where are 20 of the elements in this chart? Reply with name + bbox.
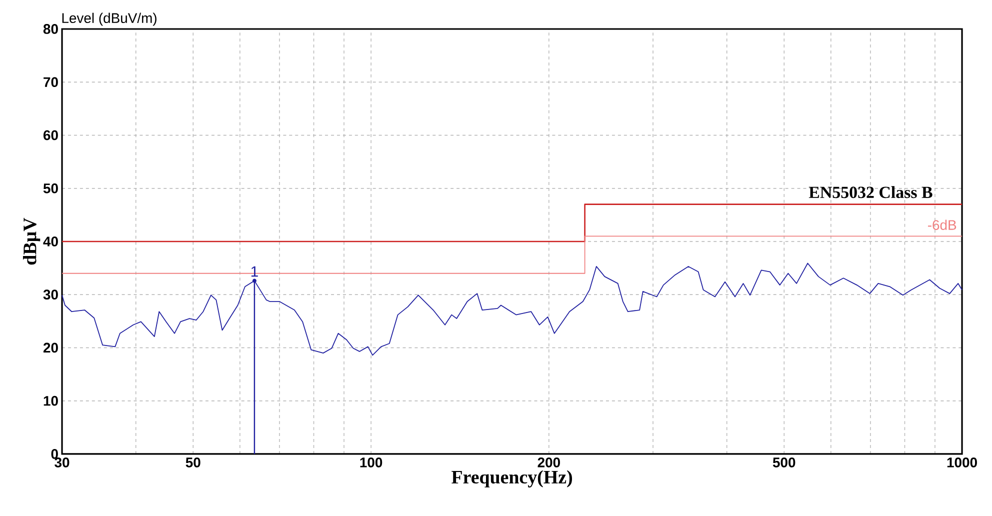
x-tick-label: 30 (54, 457, 70, 468)
y-tick-label: 20 (43, 342, 58, 353)
x-tick-label: 100 (360, 457, 382, 468)
x-tick-label: 200 (538, 457, 560, 468)
y-tick-label: 0 (51, 449, 58, 459)
x-axis-title: Frequency(Hz) (452, 470, 572, 488)
y-tick-label: 80 (43, 24, 58, 34)
x-tick-label: 50 (186, 457, 200, 468)
y-tick-label: 30 (43, 290, 58, 300)
y-tick-label: 40 (43, 236, 58, 246)
y-tick-label: 70 (44, 77, 58, 88)
x-tick-label: 1000 (947, 457, 977, 468)
y-tick-label: 10 (44, 396, 58, 406)
y-tick-label: 50 (43, 183, 58, 194)
series-label: -6dB (928, 220, 956, 230)
series-label: EN55032 Class B (808, 186, 932, 198)
y-axis-title: dBµV (22, 218, 40, 265)
y-tick-label: 60 (44, 130, 58, 140)
x-tick-label: 500 (772, 457, 796, 468)
chart-title: Level (dBuV/m) (62, 12, 156, 26)
